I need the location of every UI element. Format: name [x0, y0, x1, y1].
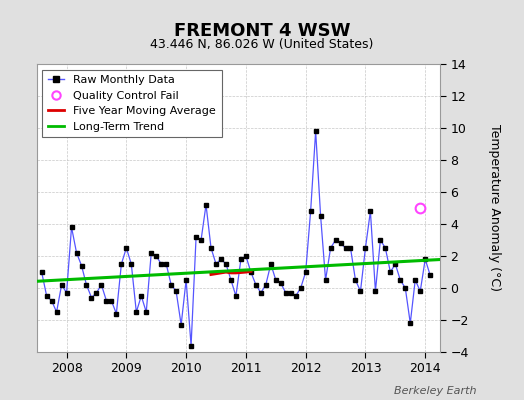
Y-axis label: Temperature Anomaly (°C): Temperature Anomaly (°C)	[488, 124, 501, 292]
Text: Berkeley Earth: Berkeley Earth	[395, 386, 477, 396]
Text: FREMONT 4 WSW: FREMONT 4 WSW	[174, 22, 350, 40]
Text: 43.446 N, 86.026 W (United States): 43.446 N, 86.026 W (United States)	[150, 38, 374, 51]
Legend: Raw Monthly Data, Quality Control Fail, Five Year Moving Average, Long-Term Tren: Raw Monthly Data, Quality Control Fail, …	[42, 70, 222, 137]
